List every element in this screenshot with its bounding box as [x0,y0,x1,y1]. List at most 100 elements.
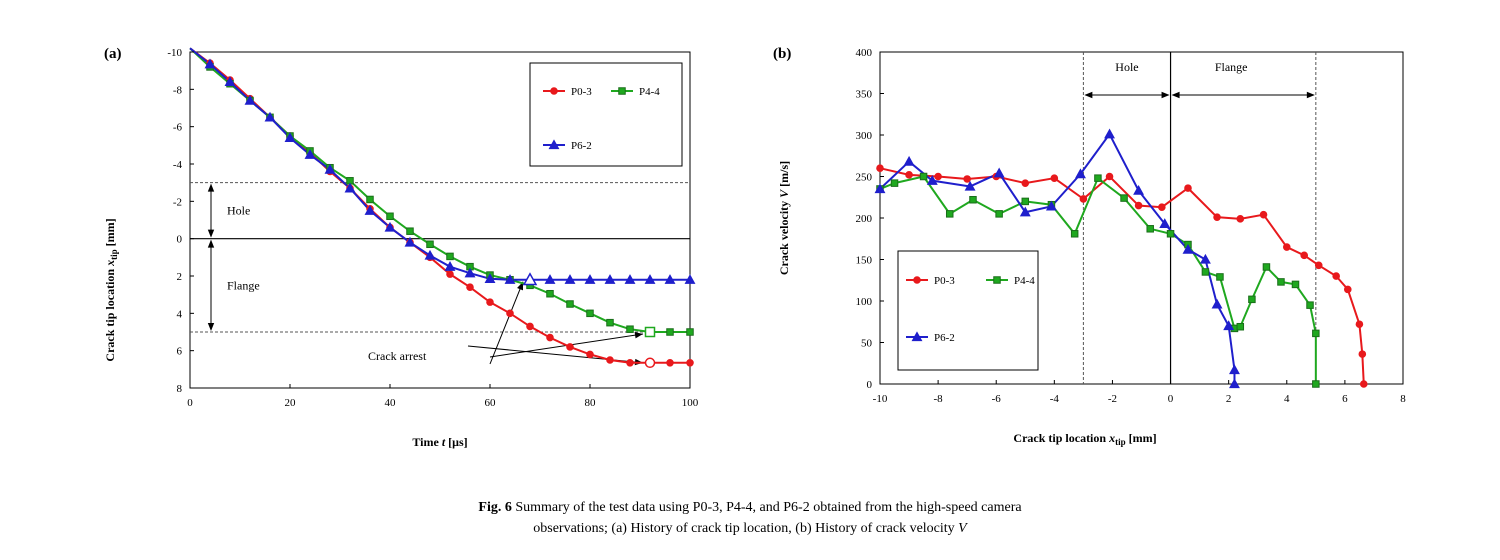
legend-marker-P6-2 [911,331,923,342]
arrest-marker-P6-2 [522,272,538,286]
data-point-P0-3 [586,350,594,359]
panel-b-legend: P0-3 P4-4 P6-2 [897,250,1039,371]
data-point-P0-3 [1079,195,1088,203]
data-point-P4-4 [386,212,394,221]
panel-a-crack-tip-history-chart: (a) Hole Flange Crack arrest 0 20 40 60 80 10… [103,46,699,449]
y-tick-label: 6 [177,346,183,358]
data-point-P4-4 [890,179,899,187]
data-point-P0-3 [1184,184,1192,192]
x-tick-label: -8 [934,393,944,405]
data-point-P0-3 [466,283,474,292]
data-point-P4-4 [1291,280,1300,289]
x-tick-label: 80 [585,397,597,409]
y-tick-label: 50 [861,338,873,350]
data-point-P4-4 [586,309,594,318]
panel-a-flange-label: Flange [227,278,260,292]
data-point-P6-2 [1211,298,1223,309]
panel-b-legend-box [897,250,1039,371]
data-point-P0-3 [1358,350,1367,358]
y-tick-label: 4 [177,308,183,320]
data-point-P6-2 [604,274,616,284]
legend-label-P6-2: P6-2 [571,140,592,152]
y-tick-label: -8 [173,84,183,96]
y-tick-label: 350 [856,89,873,101]
panel-a-legend: P0-3 P4-4 P6-2 [529,62,683,167]
data-point-P6-2 [903,155,915,166]
data-point-P4-4 [406,227,414,235]
caption-figure-label: Fig. 6 [478,500,512,515]
data-point-P6-2 [964,180,976,191]
x-tick-label: 40 [385,397,397,409]
data-point-P0-3 [1355,320,1364,329]
data-point-P6-2 [284,132,296,143]
data-point-P4-4 [366,195,374,204]
legend-marker-P6-2 [548,139,560,150]
x-tick-label: 100 [682,397,699,409]
panel-b-annotations: Hole Flange [1084,60,1315,99]
data-point-P4-4 [945,210,954,218]
data-point-P4-4 [1094,174,1102,182]
data-point-P4-4 [1216,273,1224,281]
y-tick-label: 100 [856,296,873,308]
data-point-P4-4 [1120,194,1128,202]
data-point-P0-3 [1314,261,1323,270]
panel-b-label: (b) [773,46,791,62]
data-point-P0-3 [963,175,971,183]
data-point-P6-2 [324,163,336,174]
data-point-P0-3 [1021,179,1030,187]
data-point-P4-4 [995,210,1003,218]
x-tick-label: -2 [1108,393,1117,405]
data-point-P4-4 [1021,197,1030,206]
data-point-P4-4 [1262,263,1271,271]
legend-label-P0-3: P0-3 [571,86,592,98]
data-point-P6-2 [204,58,216,69]
data-point-P4-4 [919,172,928,181]
data-point-P4-4 [546,289,554,298]
legend-marker-P0-3 [550,87,558,95]
data-point-P6-2 [504,274,516,284]
data-point-P6-2 [444,261,456,271]
hole-arrow-head-right [1161,91,1170,99]
legend-label-P6-2: P6-2 [934,332,955,344]
data-point-P4-4 [1166,230,1175,238]
data-point-P0-3 [626,359,634,367]
x-tick-label: 0 [1168,393,1174,405]
y-tick-label: 300 [856,130,873,142]
data-point-P0-3 [566,343,574,351]
x-tick-label: -6 [992,393,1002,405]
data-point-P6-2 [304,149,316,159]
data-point-P6-2 [1223,320,1235,331]
data-point-P4-4 [426,240,434,249]
data-point-P4-4 [1146,225,1154,233]
data-point-P0-3 [1259,210,1268,219]
data-point-P6-2 [874,183,886,194]
data-point-P4-4 [1201,268,1210,276]
x-tick-label: 8 [1400,393,1406,405]
panel-b-crack-velocity-chart: (b) Hole Flange -10 -8 -6 -4 -2 0 2 4 6 8 0 50 100 1… [773,46,1406,447]
hole-arrow-head-left [1084,91,1093,99]
panel-a-y-axis-label: Crack tip location xtip [mm] [103,218,119,361]
y-tick-label: 250 [856,172,873,184]
data-point-P6-2 [244,94,256,105]
legend-label-P4-4: P4-4 [639,86,660,98]
data-point-P6-2 [664,274,676,284]
panel-a-series [189,47,696,369]
x-tick-label: 60 [485,397,497,409]
panel-a-legend-box [529,62,683,167]
data-point-P6-2 [1019,206,1031,217]
legend-marker-P4-4 [993,276,1001,284]
panel-b-flange-label: Flange [1215,60,1248,74]
data-point-P0-3 [506,309,514,318]
data-point-P0-3 [686,359,694,367]
data-point-P6-2 [1182,243,1194,254]
y-tick-label: 0 [867,379,873,391]
data-point-P6-2 [926,175,938,185]
panel-b-series [874,128,1368,389]
data-point-P0-3 [1359,380,1368,388]
y-tick-label: 200 [856,213,873,225]
panel-a-y-tick-labels: -10 -8 -6 -4 -2 0 2 4 6 8 [167,47,194,395]
panel-a-label: (a) [104,46,122,62]
arrest-marker-P4-4 [644,326,656,338]
data-point-P6-2 [264,111,276,122]
crack-arrest-label: Crack arrest [368,349,427,363]
